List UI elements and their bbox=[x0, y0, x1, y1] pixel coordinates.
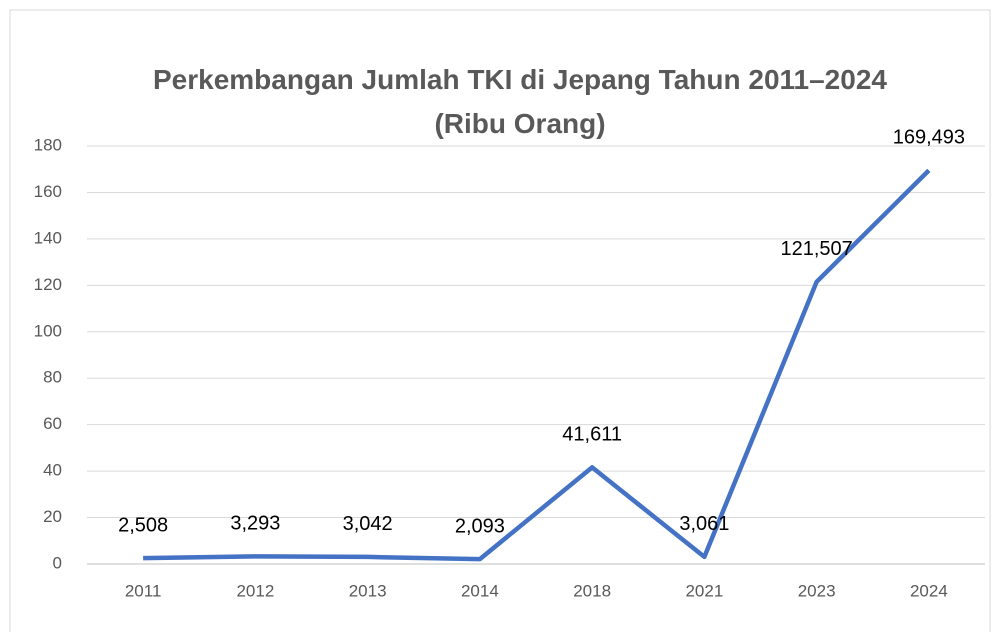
data-line bbox=[143, 168, 931, 562]
y-tick-label: 120 bbox=[34, 275, 62, 294]
x-tick-label: 2023 bbox=[798, 581, 836, 600]
y-tick-label: 80 bbox=[43, 368, 62, 387]
y-tick-label: 40 bbox=[43, 461, 62, 480]
y-tick-label: 100 bbox=[34, 321, 62, 340]
x-tick-label: 2011 bbox=[125, 581, 162, 600]
data-label: 3,293 bbox=[230, 513, 280, 535]
chart-title: Perkembangan Jumlah TKI di Jepang Tahun … bbox=[153, 64, 887, 139]
x-tick-label: 2024 bbox=[910, 581, 948, 600]
y-tick-label: 60 bbox=[43, 414, 62, 433]
data-label: 3,042 bbox=[343, 513, 393, 535]
data-label: 3,061 bbox=[679, 513, 729, 535]
x-tick-label: 2013 bbox=[349, 581, 387, 600]
data-label: 121,507 bbox=[780, 238, 852, 260]
chart-border bbox=[9, 9, 991, 632]
x-tick-label: 2012 bbox=[236, 581, 274, 600]
x-tick-label: 2014 bbox=[461, 581, 499, 600]
y-tick-label: 180 bbox=[34, 135, 62, 154]
x-tick-label: 2018 bbox=[573, 581, 611, 600]
data-label: 2,508 bbox=[118, 514, 168, 536]
y-tick-label: 140 bbox=[34, 228, 62, 247]
data-label: 169,493 bbox=[893, 127, 965, 149]
y-tick-label: 160 bbox=[34, 182, 62, 201]
data-label: 41,611 bbox=[562, 424, 622, 446]
data-label: 2,093 bbox=[455, 515, 505, 537]
x-tick-label: 2021 bbox=[685, 581, 723, 600]
y-tick-label: 0 bbox=[53, 553, 62, 572]
y-tick-label: 20 bbox=[43, 507, 62, 526]
